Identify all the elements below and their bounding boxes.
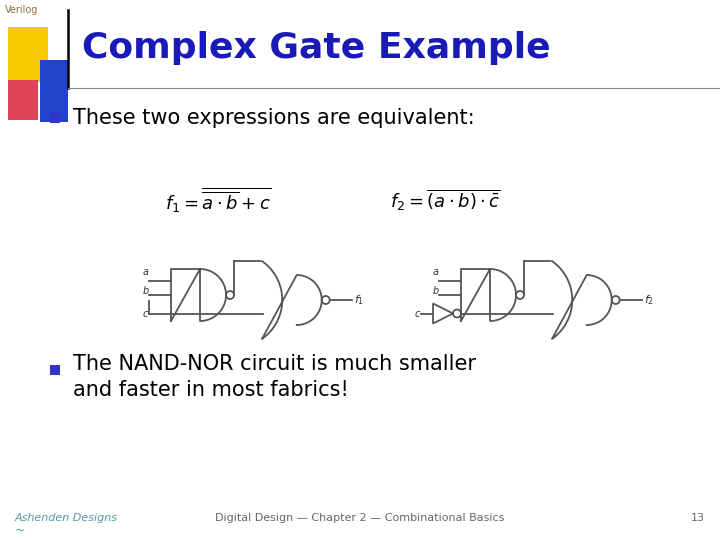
Text: and faster in most fabrics!: and faster in most fabrics! (73, 380, 349, 400)
Bar (40, 60, 68, 122)
Text: b: b (433, 286, 439, 295)
Text: a: a (143, 267, 149, 277)
Text: Ashenden Designs: Ashenden Designs (15, 513, 118, 523)
Text: a: a (433, 267, 439, 277)
Text: The NAND-NOR circuit is much smaller: The NAND-NOR circuit is much smaller (73, 354, 476, 374)
Bar (8, 80, 38, 120)
Text: $f_2 = \overline{(a \cdot b) \cdot \bar{c}}$: $f_2 = \overline{(a \cdot b) \cdot \bar{… (390, 187, 501, 213)
Bar (8, 27, 48, 82)
Text: c: c (415, 309, 420, 319)
Text: ~: ~ (15, 523, 25, 537)
Text: $f_2$: $f_2$ (644, 293, 654, 307)
Text: Complex Gate Example: Complex Gate Example (82, 31, 551, 65)
Text: 13: 13 (691, 513, 705, 523)
Text: Digital Design — Chapter 2 — Combinational Basics: Digital Design — Chapter 2 — Combination… (215, 513, 505, 523)
Text: $f_1 = \overline{\overline{a \cdot b} + c}$: $f_1 = \overline{\overline{a \cdot b} + … (165, 185, 271, 215)
Bar (50, 365, 60, 375)
Text: $f_1$: $f_1$ (354, 293, 364, 307)
Bar (50, 113, 60, 123)
Text: These two expressions are equivalent:: These two expressions are equivalent: (73, 108, 474, 128)
Text: c: c (143, 309, 148, 319)
Text: Verilog: Verilog (5, 5, 38, 15)
Text: b: b (143, 286, 149, 295)
